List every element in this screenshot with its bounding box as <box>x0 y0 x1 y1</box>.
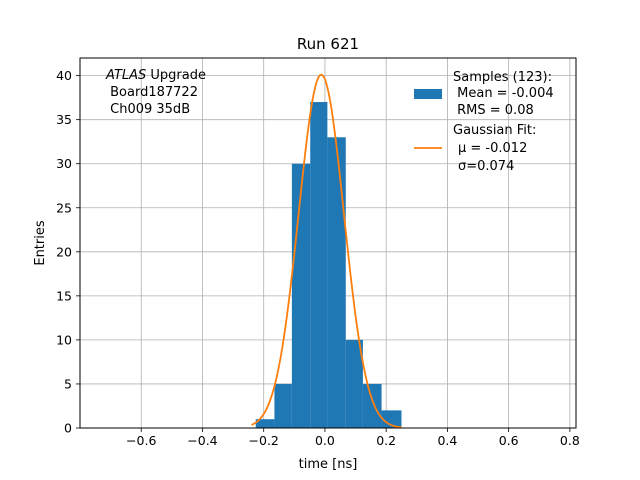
histogram-bar <box>291 163 311 428</box>
legend-hist-swatch <box>414 89 442 99</box>
x-tick-label: 0.8 <box>560 433 580 448</box>
x-tick-label: 0.2 <box>376 433 396 448</box>
y-tick-label: 10 <box>56 332 72 347</box>
legend-fit-line-3: σ=0.074 <box>458 159 514 174</box>
plot-area-frame <box>79 57 577 429</box>
axis-ticks: −0.6 −0.4 −0.2 0.0 0.2 0.4 0.6 0.8 0 5 10 15 20 25 30 3… <box>56 68 580 448</box>
y-tick-label: 5 <box>64 376 72 391</box>
legend-hist-line-2: Mean = -0.004 <box>453 86 554 101</box>
x-tick-label: 0.0 <box>315 433 335 448</box>
histogram-bar <box>345 339 363 428</box>
x-tick-label: −0.2 <box>249 433 279 448</box>
y-tick-label: 30 <box>56 156 72 171</box>
y-tick-label: 15 <box>56 288 72 303</box>
chart-title: Run 621 <box>297 35 359 53</box>
annotation-line-3: Ch009 35dB <box>106 102 190 117</box>
annotation-line-1: ATLAS Upgrade <box>105 68 206 83</box>
annotation-upgrade-text: Upgrade <box>146 68 206 83</box>
y-tick-label: 20 <box>56 244 72 259</box>
legend-fit-line-1: Gaussian Fit: <box>453 123 536 138</box>
atlas-annotation: ATLAS Upgrade Board187722 Ch009 35dB <box>105 68 206 117</box>
histogram-bar <box>362 383 382 428</box>
y-tick-label: 0 <box>64 421 72 436</box>
y-tick-label: 40 <box>56 68 72 83</box>
histogram-bar <box>255 419 275 428</box>
gaussian-fit-curve <box>251 73 402 429</box>
y-tick-label: 25 <box>56 200 72 215</box>
histogram-bar <box>274 383 292 428</box>
histogram-bar <box>310 102 328 429</box>
histogram-bars <box>255 102 402 429</box>
x-tick-label: 0.4 <box>437 433 457 448</box>
legend-hist-line-3: RMS = 0.08 <box>453 103 534 118</box>
histogram-bar <box>327 137 346 429</box>
x-axis-label: time [ns] <box>299 457 358 472</box>
y-tick-label: 35 <box>56 112 72 127</box>
y-axis-label: Entries <box>33 220 48 266</box>
legend: Samples (123): Mean = -0.004 RMS = 0.08 … <box>414 70 554 174</box>
annotation-line-2: Board187722 <box>106 85 198 100</box>
x-tick-label: −0.6 <box>126 433 156 448</box>
x-tick-label: −0.4 <box>187 433 217 448</box>
histogram-bar <box>381 410 402 428</box>
x-tick-label: 0.6 <box>499 433 519 448</box>
legend-fit-line-2: μ = -0.012 <box>458 141 527 156</box>
annotation-atlas-italic: ATLAS <box>105 68 146 83</box>
legend-hist-line-1: Samples (123): <box>453 70 552 85</box>
